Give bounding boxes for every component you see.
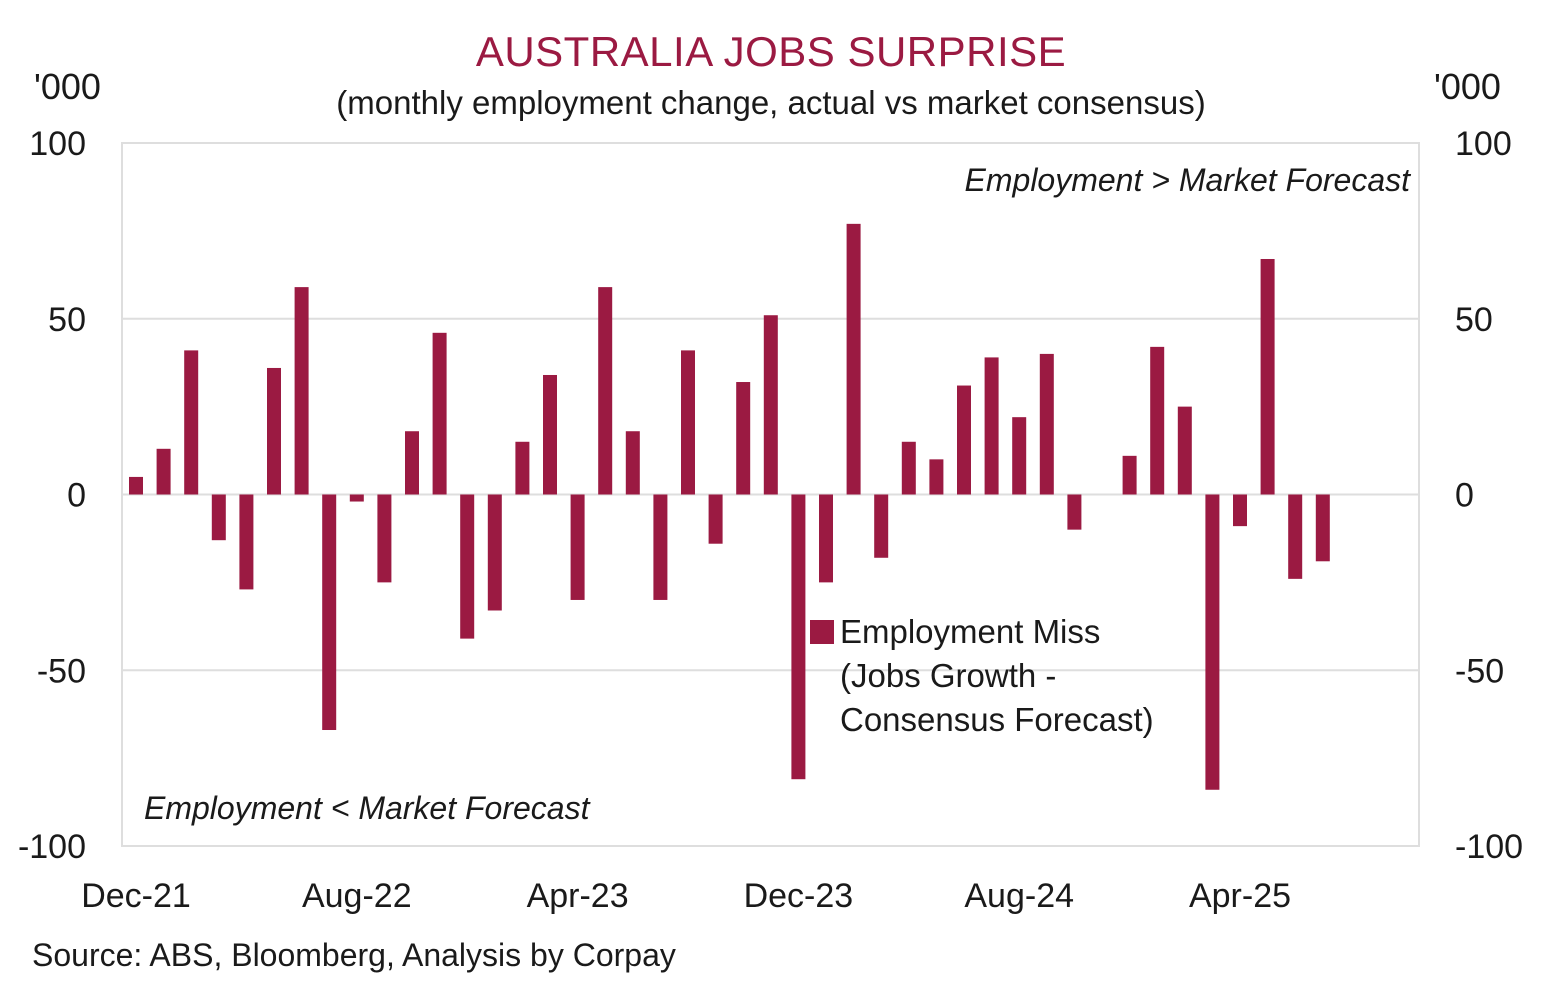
bar: [432, 332, 447, 495]
bar: [1039, 353, 1054, 495]
bar: [294, 287, 309, 495]
legend-label-line-1: Employment Miss: [840, 613, 1101, 650]
bar: [1233, 494, 1247, 527]
bar: [129, 476, 143, 495]
bar: [598, 287, 613, 495]
bar: [736, 382, 751, 495]
x-tick-label: Apr-23: [527, 877, 629, 915]
bar: [846, 223, 861, 495]
bar: [874, 494, 889, 558]
plot-frame: [121, 142, 1420, 847]
y-tick-label-left: -100: [18, 828, 86, 866]
left-axis-unit: '000: [34, 66, 101, 107]
bar: [708, 494, 723, 544]
bar: [901, 441, 916, 495]
legend-label: Employment Miss (Jobs Growth - Consensus…: [840, 610, 1240, 742]
bar: [1067, 494, 1082, 530]
chart-title: AUSTRALIA JOBS SURPRISE: [475, 28, 1067, 75]
y-tick-label-right: -100: [1455, 828, 1523, 866]
x-tick-label: Apr-25: [1189, 877, 1291, 915]
bar: [239, 494, 254, 590]
bar: [984, 357, 999, 495]
legend-swatch: [810, 620, 834, 644]
bar: [1260, 258, 1275, 495]
x-tick-label: Dec-23: [744, 877, 854, 915]
bar: [1122, 455, 1137, 495]
bar: [322, 494, 337, 731]
bar: [1012, 417, 1027, 495]
bar: [653, 494, 668, 600]
y-tick-label-left: 50: [48, 301, 86, 339]
bar: [929, 459, 944, 495]
chart-subtitle: (monthly employment change, actual vs ma…: [336, 84, 1206, 121]
annotation-below: Employment < Market Forecast: [144, 790, 590, 826]
bar: [1205, 494, 1220, 790]
x-tick-label: Aug-22: [302, 877, 412, 915]
bar: [211, 494, 226, 541]
bar: [570, 494, 585, 600]
y-tick-label-left: 0: [67, 477, 86, 515]
legend-label-line-3: Consensus Forecast): [840, 701, 1154, 738]
x-tick-label: Dec-21: [81, 877, 191, 915]
y-tick-label-right: 0: [1455, 477, 1474, 515]
bar: [377, 494, 392, 583]
right-axis-unit: '000: [1434, 66, 1501, 107]
bar: [460, 494, 475, 639]
bar: [1177, 406, 1192, 495]
bar: [184, 350, 199, 495]
bar: [349, 494, 364, 502]
bar: [957, 385, 971, 495]
y-tick-label-left: 100: [29, 125, 86, 163]
bar: [156, 448, 171, 495]
bar: [625, 431, 640, 495]
y-tick-label-left: -50: [37, 652, 86, 690]
bar: [1288, 494, 1303, 579]
y-tick-label-right: 100: [1455, 125, 1512, 163]
bar: [515, 441, 530, 495]
bar: [543, 374, 557, 495]
bar: [1315, 494, 1330, 562]
bar: [681, 350, 695, 495]
bar: [1150, 346, 1165, 495]
x-tick-label: Aug-24: [964, 877, 1074, 915]
legend-label-line-2: (Jobs Growth -: [840, 657, 1057, 694]
bar: [267, 367, 281, 495]
bar: [763, 315, 778, 495]
bar: [487, 494, 502, 611]
annotation-above: Employment > Market Forecast: [964, 162, 1410, 198]
y-tick-label-right: 50: [1455, 301, 1493, 339]
source-note: Source: ABS, Bloomberg, Analysis by Corp…: [32, 937, 676, 973]
bar: [819, 494, 833, 583]
bar: [791, 494, 806, 780]
bar: [405, 431, 419, 495]
y-tick-label-right: -50: [1455, 652, 1504, 690]
